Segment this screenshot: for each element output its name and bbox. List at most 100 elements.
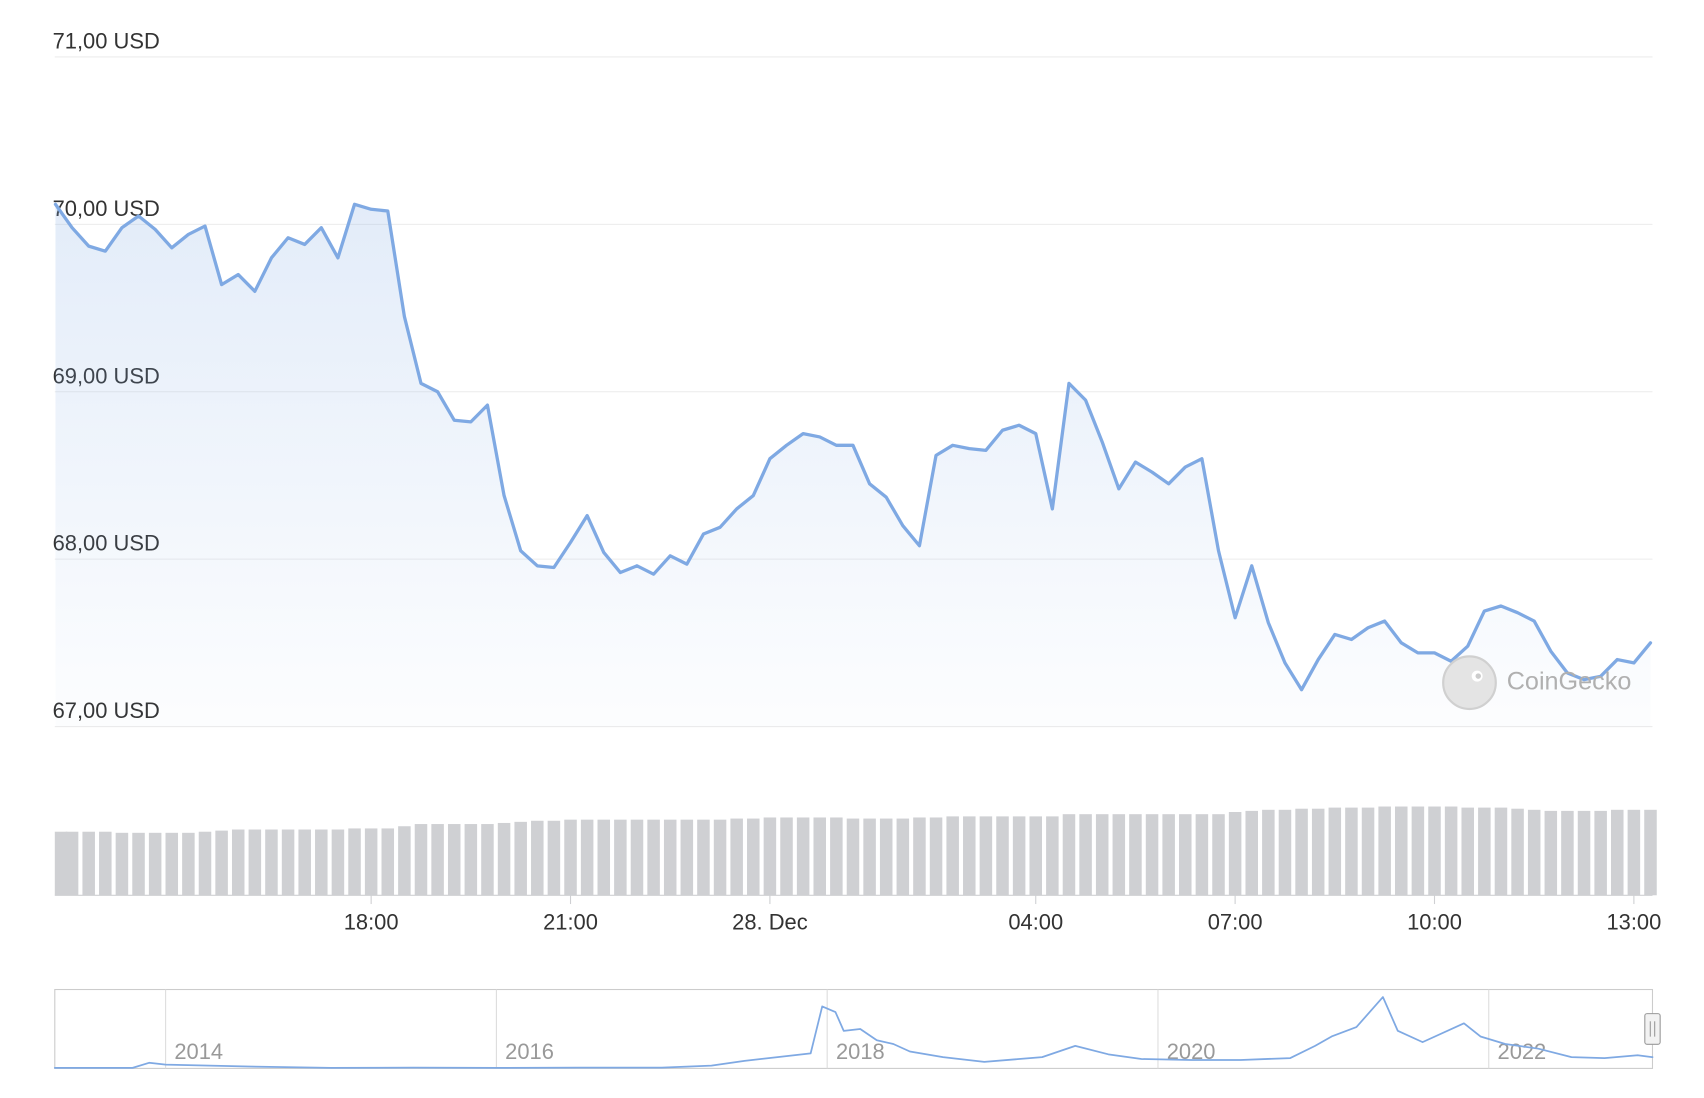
volume-bar	[1062, 814, 1076, 896]
volume-bar	[115, 832, 129, 896]
volume-bar	[82, 831, 95, 896]
x-tick-label: 21:00	[543, 910, 598, 935]
navigator-tick-label: 2018	[836, 1039, 885, 1064]
volume-bar	[1611, 809, 1624, 896]
volume-bar	[1461, 807, 1474, 896]
volume-bar	[231, 829, 245, 896]
volume-bar	[531, 820, 544, 896]
volume-bar	[148, 832, 162, 896]
volume-bar	[481, 824, 494, 896]
volume-bar	[680, 819, 694, 896]
volume-bar	[713, 819, 727, 896]
volume-bar	[630, 819, 644, 896]
volume-bar	[1345, 807, 1358, 896]
volume-bar	[165, 832, 179, 896]
volume-bar	[1228, 811, 1242, 896]
volume-bar	[315, 829, 328, 896]
volume-bar	[863, 818, 876, 896]
navigator-handle	[1644, 1013, 1661, 1045]
volume-bar	[1511, 808, 1524, 896]
volume-bar	[813, 817, 827, 896]
volume-bar	[1095, 814, 1109, 896]
volume-bar	[763, 817, 777, 896]
volume-bar	[614, 819, 627, 896]
volume-bar	[796, 817, 810, 896]
volume-bar	[132, 832, 145, 896]
volume-bar	[1195, 814, 1209, 896]
volume-bar	[1594, 810, 1607, 896]
volume-bar	[1112, 814, 1126, 896]
volume-bar	[1494, 807, 1508, 896]
volume-bar	[331, 829, 345, 896]
volume-bar	[1644, 809, 1657, 896]
volume-bar	[913, 817, 926, 896]
y-tick-label: 71,00 USD	[53, 29, 160, 54]
volume-bar	[198, 831, 212, 896]
x-tick-label: 07:00	[1208, 910, 1263, 935]
volume-bar	[996, 816, 1009, 896]
navigator-tick-label: 2016	[505, 1039, 554, 1064]
volume-bar	[979, 816, 993, 896]
volume-bar	[398, 826, 411, 896]
volume-bar	[514, 821, 527, 896]
volume-bar	[1561, 810, 1574, 896]
x-tick-label: 10:00	[1407, 910, 1462, 935]
volume-bar	[1361, 807, 1375, 896]
volume-bar	[1627, 809, 1641, 896]
volume-bar	[780, 817, 793, 896]
navigator-tick-label: 2014	[174, 1039, 223, 1064]
volume-bar	[54, 831, 68, 896]
volume-bar	[381, 828, 395, 896]
volume-bar	[647, 819, 660, 896]
volume-bar	[1129, 814, 1142, 896]
volume-bar	[281, 829, 295, 896]
volume-bar	[464, 824, 478, 896]
volume-bar	[879, 818, 893, 896]
volume-bar	[497, 822, 511, 896]
watermark-text: CoinGecko	[1507, 667, 1632, 695]
volume-bar	[1162, 814, 1175, 896]
volume-bar	[364, 828, 378, 896]
price-area	[55, 204, 1651, 727]
volume-bar	[1029, 816, 1043, 896]
volume-bar	[1245, 810, 1258, 896]
volume-bar	[564, 819, 577, 896]
volume-bar	[1079, 814, 1092, 896]
volume-bar	[1411, 806, 1425, 896]
volume-bar	[1295, 808, 1308, 896]
volume-bar	[1046, 816, 1059, 896]
volume-bar	[248, 829, 262, 896]
volume-bar	[99, 831, 112, 896]
volume-bar	[929, 817, 943, 896]
volume-bar	[1145, 814, 1159, 896]
volume-bar	[730, 818, 743, 896]
volume-bar	[1212, 814, 1225, 896]
volume-bar	[663, 819, 677, 896]
volume-bar	[1544, 810, 1558, 896]
volume-bar	[215, 830, 228, 896]
volume-bar	[963, 816, 976, 896]
volume-bar	[1478, 807, 1491, 896]
volume-bar	[597, 819, 611, 896]
volume-bar	[1012, 816, 1026, 896]
volume-bar	[580, 819, 594, 896]
volume-bar	[1577, 810, 1591, 896]
navigator-tick-label: 2022	[1498, 1039, 1547, 1064]
volume-bar	[1444, 806, 1458, 896]
volume-bar	[697, 819, 710, 896]
volume-bar	[1262, 809, 1275, 896]
volume-bar	[65, 831, 79, 896]
navigator-line	[53, 996, 1654, 1069]
volume-bar	[1428, 806, 1441, 896]
volume-bar	[846, 818, 860, 896]
x-tick-label: 28. Dec	[732, 910, 808, 935]
volume-bar	[182, 832, 195, 896]
volume-bar	[896, 818, 910, 896]
volume-bar	[946, 816, 959, 896]
y-tick-label: 70,00 USD	[53, 196, 160, 221]
volume-bar	[1311, 808, 1325, 896]
price-line	[53, 202, 1653, 692]
volume-bar	[431, 824, 444, 896]
